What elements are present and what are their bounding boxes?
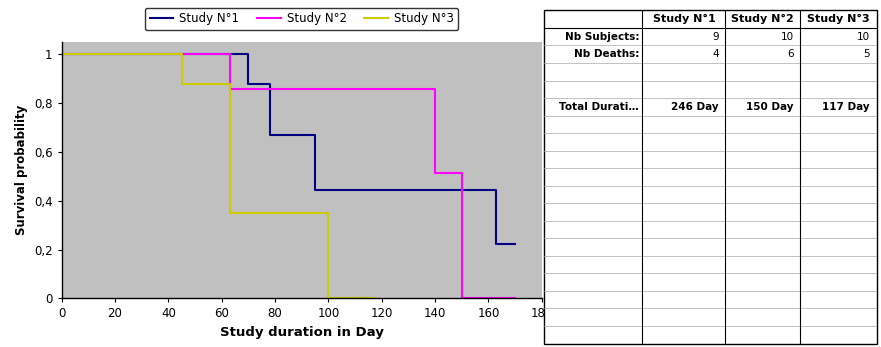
Text: 4: 4 — [712, 49, 719, 59]
X-axis label: Study duration in Day: Study duration in Day — [219, 326, 384, 339]
Legend: Study N°1, Study N°2, Study N°3: Study N°1, Study N°2, Study N°3 — [145, 8, 458, 30]
Text: Study N°3: Study N°3 — [807, 14, 870, 24]
Text: 150 Day: 150 Day — [746, 102, 794, 112]
Text: Total Durati…: Total Durati… — [559, 102, 639, 112]
Text: Study N°2: Study N°2 — [731, 14, 794, 24]
Text: 9: 9 — [712, 32, 719, 42]
Text: 10: 10 — [857, 32, 870, 42]
Text: 117 Day: 117 Day — [822, 102, 870, 112]
Text: 5: 5 — [863, 49, 870, 59]
Text: 246 Day: 246 Day — [671, 102, 719, 112]
Text: Nb Deaths:: Nb Deaths: — [574, 49, 639, 59]
Text: Study N°1: Study N°1 — [653, 14, 715, 24]
Text: 10: 10 — [781, 32, 794, 42]
Text: 6: 6 — [787, 49, 794, 59]
Y-axis label: Survival probability: Survival probability — [16, 105, 28, 235]
Text: Nb Subjects:: Nb Subjects: — [565, 32, 639, 42]
